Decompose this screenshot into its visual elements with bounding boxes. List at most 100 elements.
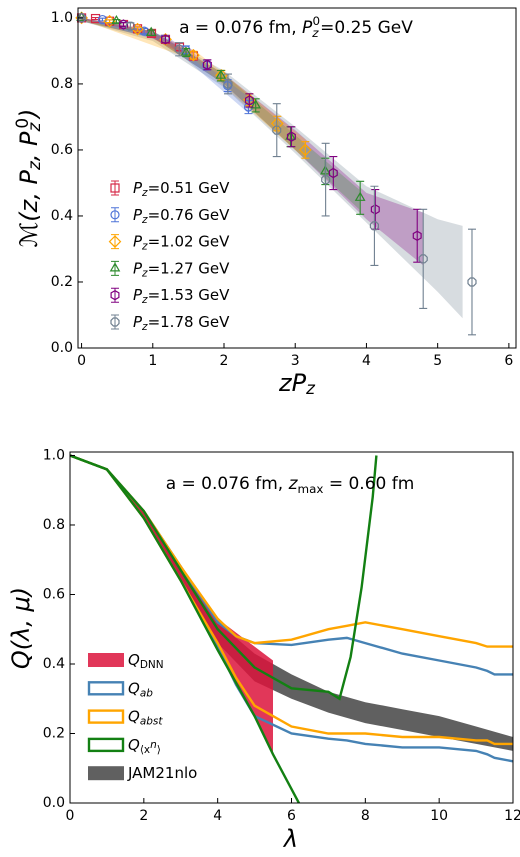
annotation-part: P <box>302 18 313 38</box>
legend-swatch <box>87 681 125 696</box>
y-tick-label: 0.0 <box>51 340 73 356</box>
legend-label-part: =1.02 GeV <box>148 232 231 250</box>
marker <box>321 175 331 185</box>
legend-label: Pz=1.53 GeV <box>133 286 230 307</box>
error-bar <box>370 185 379 267</box>
y-tick-label: 0.6 <box>51 142 73 158</box>
legend-label-part: z <box>141 294 148 306</box>
x-axis-label-part: λ <box>282 825 298 853</box>
y-tick-label: 0.8 <box>43 517 65 533</box>
legend-label-part: Q <box>128 707 140 725</box>
legend-label-part: ab <box>140 687 153 699</box>
marker <box>354 191 366 201</box>
error-bar <box>329 155 338 191</box>
y-axis-label: ℳ(z, Pz, Pz0) <box>12 109 44 248</box>
legend-error-bar <box>111 207 119 223</box>
annotation-part: z <box>288 474 299 494</box>
legend-label-part: z <box>141 267 148 279</box>
marker <box>145 26 157 36</box>
legend-label-part: P <box>133 259 143 277</box>
marker <box>103 14 116 28</box>
marker <box>412 230 422 241</box>
error-bar <box>321 142 330 217</box>
x-axis-label-part: z <box>305 378 316 398</box>
x-axis-label-part: zP <box>278 369 307 397</box>
legend-label: Pz=1.78 GeV <box>133 313 230 334</box>
legend-label-part: =0.76 GeV <box>148 205 231 223</box>
legend-label-part: P <box>133 205 143 223</box>
x-tick-label: 2 <box>139 808 148 824</box>
legend-label: Pz=1.02 GeV <box>133 232 230 253</box>
y-axis-label: Q(λ, μ) <box>7 587 35 669</box>
y-axis-label-part: ℳ(z, P <box>15 170 43 248</box>
annotation-part: a = 0.076 fm, <box>166 474 289 494</box>
x-tick-label: 6 <box>504 353 513 369</box>
annotation-part: =0.25 GeV <box>320 18 413 38</box>
legend-label-part: z <box>141 214 148 226</box>
plot-frame <box>77 7 517 349</box>
legend-label-part: abst <box>140 716 164 728</box>
legend-marker <box>109 262 121 272</box>
legend-label-part: =1.27 GeV <box>148 259 231 277</box>
x-tick-label: 0 <box>66 808 75 824</box>
legend-label: Qabst <box>128 707 163 728</box>
legend-label: Pz=0.51 GeV <box>133 179 230 200</box>
marker <box>125 21 135 31</box>
y-axis-label-part: 0 <box>12 118 32 129</box>
marker <box>328 167 338 179</box>
legend-label-part: DNN <box>140 659 164 671</box>
marker <box>174 44 184 54</box>
legend-label-part: ⟩ <box>157 744 161 756</box>
legend-label-part: ⟨x <box>140 744 150 756</box>
marker <box>418 254 428 264</box>
y-tick-label: 0.0 <box>43 795 65 811</box>
line <box>70 454 378 701</box>
y-axis-label-part: z <box>24 160 44 171</box>
x-tick-label: 8 <box>361 808 370 824</box>
x-tick-label: 5 <box>433 353 442 369</box>
legend-label-part: z <box>141 321 148 333</box>
annotation-part: a = 0.076 fm, <box>179 18 302 38</box>
annotation: a = 0.076 fm, zmax = 0.60 fm <box>166 474 415 496</box>
marker <box>223 79 233 89</box>
y-axis-label-part: z <box>24 121 44 132</box>
legend-swatch <box>88 766 124 781</box>
line <box>70 454 513 746</box>
y-tick-label: 0.4 <box>43 656 65 672</box>
legend-label-part: z <box>141 241 148 253</box>
marker <box>286 131 296 142</box>
legend-label: JAM21nlo <box>127 764 197 782</box>
annotation-part: 0 <box>313 14 321 28</box>
marker <box>215 69 227 79</box>
legend-label: Pz=0.76 GeV <box>133 205 230 226</box>
y-axis-label-part: ) <box>15 109 43 120</box>
line <box>70 454 300 803</box>
y-tick-label: 0.6 <box>43 586 65 602</box>
error-bar <box>189 50 198 60</box>
x-tick-label: 2 <box>220 353 229 369</box>
annotation-part: z <box>311 26 319 40</box>
marker <box>202 59 212 70</box>
legend-label-part: P <box>133 286 143 304</box>
legend-label: QDNN <box>128 651 164 672</box>
legend-label-part: JAM21nlo <box>127 764 197 782</box>
legend-marker <box>110 317 120 327</box>
y-tick-label: 0.2 <box>43 725 65 741</box>
legend-label: Qab <box>128 679 153 700</box>
legend-label-part: =1.78 GeV <box>148 313 231 331</box>
marker <box>180 46 192 56</box>
legend-swatch <box>88 653 124 667</box>
annotation-part: max <box>298 482 324 496</box>
legend-label-part: Q <box>128 679 140 697</box>
error-bar <box>356 180 365 215</box>
y-tick-label: 1.0 <box>51 10 73 26</box>
legend-label-part: P <box>133 232 143 250</box>
y-axis-label-part: , P <box>15 131 43 161</box>
legend-label-part: Q <box>128 735 140 753</box>
legend-label: Pz=1.27 GeV <box>133 259 230 280</box>
marker <box>467 277 477 287</box>
curves <box>70 454 513 803</box>
legend-swatch <box>87 737 125 753</box>
